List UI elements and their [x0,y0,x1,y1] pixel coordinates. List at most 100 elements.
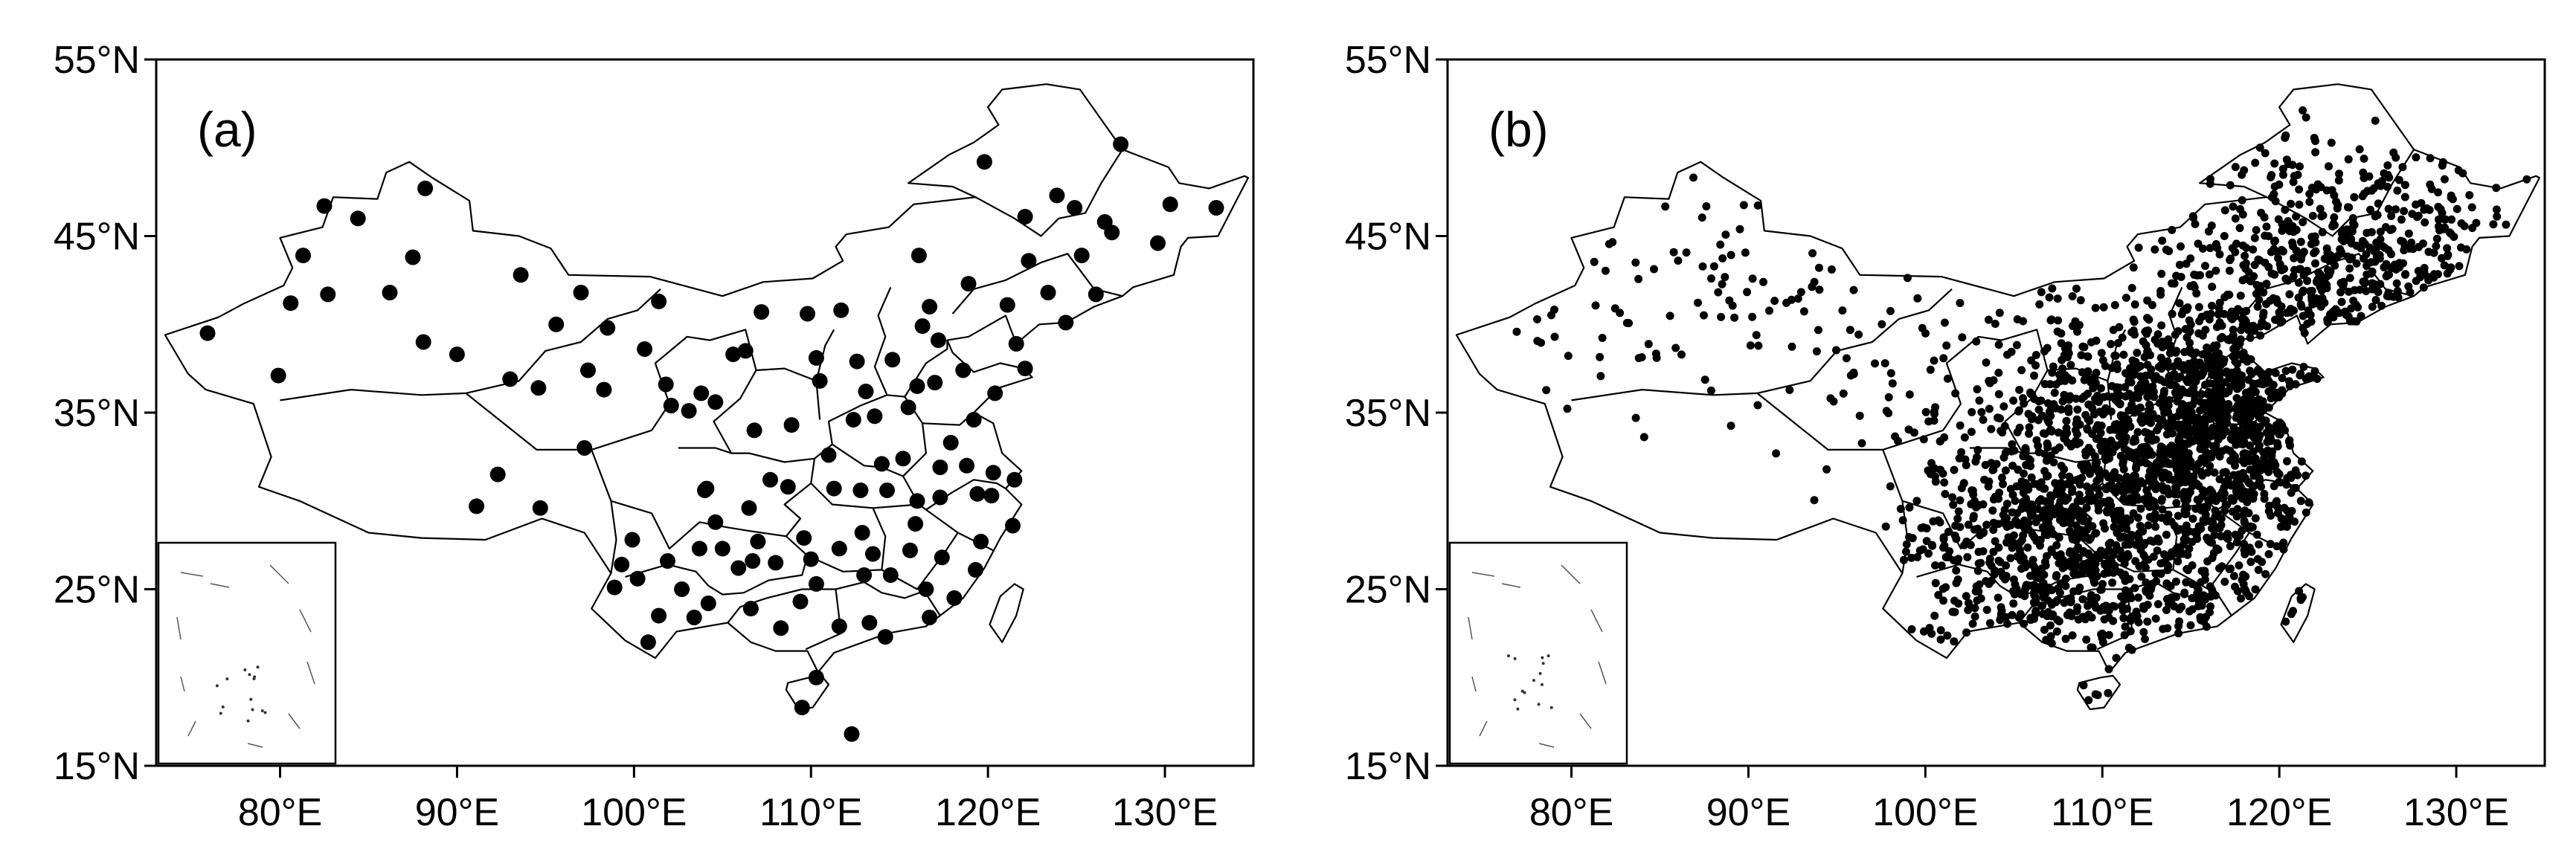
station-marker [2116,510,2124,519]
station-marker [2299,106,2307,114]
station-marker [2264,549,2273,558]
station-marker [2371,296,2380,304]
station-marker [2052,598,2061,607]
station-marker [1952,566,1961,575]
station-marker [2240,449,2249,458]
inset-island [256,665,260,669]
station-marker [2153,468,2162,477]
station-marker [489,466,506,483]
station-marker [1940,541,1949,550]
inset-island [1506,654,1510,658]
station-marker [2160,387,2168,396]
station-marker [2398,163,2407,172]
station-marker [2313,375,2322,383]
station-marker [2246,523,2255,532]
station-marker [2199,368,2208,377]
station-marker [2327,138,2336,147]
plot-frame [155,58,1255,767]
inset-island [1546,654,1550,658]
station-marker [1964,598,1973,607]
station-marker [2163,377,2172,385]
station-marker [1765,306,1773,315]
station-marker [2036,535,2045,544]
station-marker [2025,429,2033,438]
station-marker [2212,441,2220,450]
station-marker [2302,471,2310,480]
station-marker [2208,554,2217,562]
station-marker [295,248,311,264]
station-marker [1752,331,1761,340]
station-marker [2330,191,2339,200]
station-marker [2465,191,2474,199]
stations [1512,106,2531,705]
station-marker [1949,500,1958,509]
station-marker [1735,225,1744,233]
station-marker [2492,205,2501,214]
station-marker [1700,375,1709,384]
station-marker [1982,605,1991,614]
south-china-sea-inset [157,541,337,765]
inset-frame [1448,541,1628,765]
station-marker [2053,616,2062,625]
station-marker [2177,242,2185,251]
station-marker [1969,512,1978,520]
station-marker [2078,368,2087,377]
station-marker [1975,580,1984,589]
station-marker [2343,252,2352,261]
station-marker [1913,552,1922,561]
province-boundary [873,286,892,396]
station-marker [812,372,828,389]
inset-boundary [269,564,289,584]
station-marker [2197,390,2206,399]
station-marker [2136,504,2145,513]
station-marker [1922,537,1931,546]
station-marker [1997,474,2006,482]
station-marker [2127,283,2136,292]
station-marker [2040,380,2049,389]
station-marker [1596,352,1605,361]
station-marker [2047,639,2056,648]
station-marker [1716,240,1725,249]
station-marker [2187,378,2196,387]
station-marker [2092,529,2101,538]
station-marker [867,408,883,425]
station-marker [1936,635,1945,644]
station-marker [1955,454,1964,462]
station-marker [1939,533,1948,542]
station-marker [2239,570,2248,579]
station-marker [922,299,938,314]
station-marker [1854,330,1863,339]
station-marker [2146,388,2155,397]
station-marker [2270,270,2279,279]
station-marker [2121,383,2130,392]
station-marker [2305,198,2314,206]
station-marker [2424,272,2432,281]
station-marker [2156,449,2165,457]
station-marker [1631,258,1640,267]
station-marker [2212,591,2220,600]
station-marker [2171,455,2180,464]
station-marker [2203,310,2212,319]
station-marker [2132,460,2141,469]
station-marker [2028,500,2036,509]
station-marker [2440,261,2449,270]
y-tick-label: 35°N [1345,392,1431,435]
station-marker [1598,334,1607,342]
station-marker [2201,262,2209,271]
inset-boundary [1598,661,1607,685]
station-marker [2066,361,2075,370]
station-marker [2146,419,2155,428]
station-marker [2269,294,2278,303]
station-marker [2215,491,2224,500]
station-marker [2245,428,2254,437]
station-marker [2222,445,2231,454]
inset-island [1516,707,1520,711]
station-marker [2130,434,2139,443]
inset-island [246,719,250,723]
station-marker [2049,362,2058,371]
station-marker [833,302,849,318]
station-marker [1954,599,1963,608]
station-marker [918,581,934,597]
station-marker [1985,555,1994,563]
station-marker [1950,465,1959,474]
